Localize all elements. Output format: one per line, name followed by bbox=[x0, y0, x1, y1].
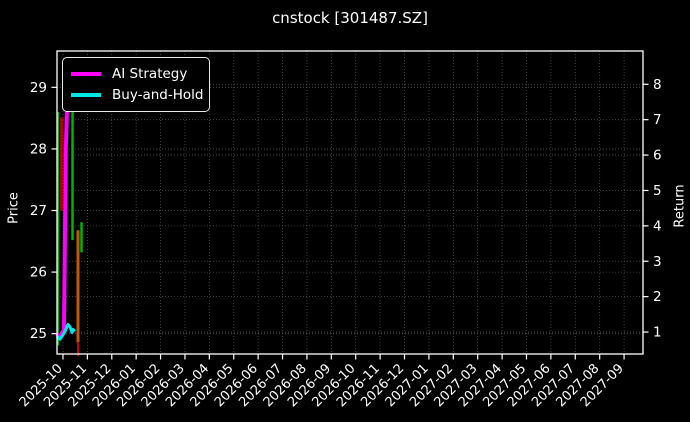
return-tick-label: 2 bbox=[653, 289, 662, 305]
price-tick-label: 26 bbox=[30, 265, 47, 281]
legend: AI Strategy Buy-and-Hold bbox=[62, 57, 210, 112]
y-axis-label-return: Return bbox=[672, 184, 688, 228]
price-tick-label: 29 bbox=[30, 80, 47, 96]
return-tick-label: 7 bbox=[653, 112, 662, 128]
price-tick-label: 25 bbox=[30, 326, 47, 342]
return-tick-label: 5 bbox=[653, 183, 662, 199]
return-tick-label: 6 bbox=[653, 148, 662, 164]
chart-title: cnstock [301487.SZ] bbox=[272, 9, 428, 27]
return-tick-label: 3 bbox=[653, 254, 662, 270]
price-tick-label: 28 bbox=[30, 141, 47, 157]
legend-swatch-buy-and-hold bbox=[71, 93, 101, 98]
legend-label-ai-strategy: AI Strategy bbox=[112, 65, 188, 82]
legend-label-buy-and-hold: Buy-and-Hold bbox=[112, 87, 204, 104]
legend-item-ai-strategy: AI Strategy bbox=[71, 66, 201, 82]
y-axis-label-price: Price bbox=[6, 192, 22, 224]
return-tick-label: 1 bbox=[653, 325, 662, 341]
legend-swatch-ai-strategy bbox=[71, 71, 101, 76]
plot-border bbox=[56, 50, 644, 355]
return-tick-label: 4 bbox=[653, 218, 662, 234]
return-tick-label: 8 bbox=[653, 77, 662, 93]
price-tick-label: 27 bbox=[30, 203, 47, 219]
series-buy-and-hold bbox=[55, 322, 77, 341]
legend-item-buy-and-hold: Buy-and-Hold bbox=[71, 87, 204, 104]
